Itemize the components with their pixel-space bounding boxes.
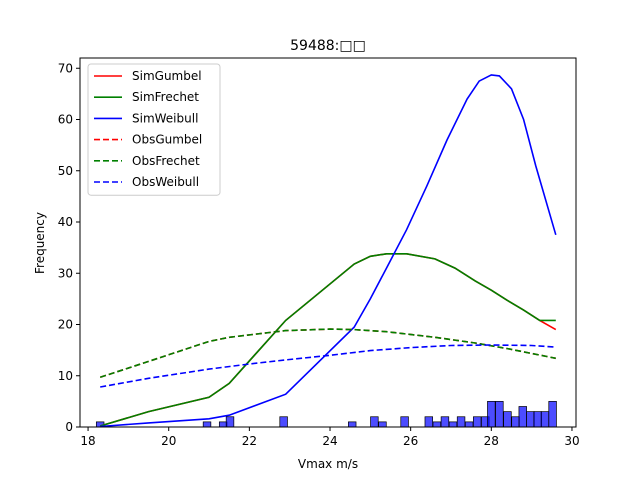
- axes-frame: [79, 57, 577, 428]
- histogram-bar-9: [424, 416, 433, 428]
- legend-label-obsweibull: ObsWeibull: [132, 175, 199, 189]
- x-tick-label-4: 26: [403, 434, 418, 448]
- y-tick-label-6: 60: [58, 113, 73, 127]
- x-tick-label-6: 30: [564, 434, 579, 448]
- histogram-bar-5: [348, 421, 357, 428]
- histogram-bar-10: [432, 421, 442, 428]
- y-tick-label-7: 70: [58, 61, 73, 75]
- histogram-bar-4: [279, 416, 288, 428]
- series-line-obsweibull: [100, 344, 556, 388]
- x-tick-label-2: 22: [242, 434, 257, 448]
- histogram-bar-11: [440, 416, 450, 428]
- histogram-bar-20: [511, 416, 520, 428]
- legend: SimGumbel SimFrechet SimWeibull ObsGumbel Ob…: [87, 63, 221, 196]
- y-tick-label-4: 40: [58, 215, 73, 229]
- y-tick-label-2: 20: [58, 318, 73, 332]
- y-tick-label-1: 10: [58, 369, 73, 383]
- histogram-bar-15: [473, 416, 482, 428]
- x-tick-label-1: 20: [161, 434, 176, 448]
- histogram-bar-23: [533, 411, 542, 428]
- y-tick-label-5: 50: [58, 164, 73, 178]
- histogram-bar-1: [202, 421, 212, 428]
- chart-title: 59488:□□: [290, 38, 366, 54]
- legend-label-obsfrechet: ObsFrechet: [132, 154, 200, 168]
- histogram-bar-14: [464, 421, 474, 428]
- histogram-bar-22: [526, 411, 535, 428]
- y-tick-label-3: 30: [58, 266, 73, 280]
- x-tick-label-0: 18: [80, 434, 95, 448]
- series-line-obsfrechet: [99, 328, 556, 379]
- histogram-bar-12: [448, 421, 458, 428]
- series-line-simweibull: [100, 74, 557, 428]
- histogram-bar-3: [225, 416, 235, 428]
- legend-label-simgumbel: SimGumbel: [132, 69, 202, 83]
- histogram-bar-19: [503, 411, 512, 428]
- legend-label-simfrechet: SimFrechet: [132, 90, 199, 104]
- x-tick-label-5: 28: [484, 434, 499, 448]
- x-tick-label-3: 24: [322, 434, 337, 448]
- histogram-bar-8: [400, 416, 409, 428]
- histogram-bar-6: [370, 416, 379, 428]
- legend-label-simweibull: SimWeibull: [132, 111, 198, 125]
- histogram-bar-17: [487, 401, 496, 428]
- plot-area: 18 20 22 24 26 28 30 0 10 20 30 40 50 60 70: [58, 57, 580, 448]
- histogram-bar-21: [518, 406, 527, 428]
- y-axis-label: Frequency: [33, 212, 47, 274]
- series-line-simfrechet: [99, 253, 556, 427]
- legend-label-obsgumbel: ObsGumbel: [132, 133, 202, 147]
- x-axis-label: Vmax m/s: [298, 457, 358, 471]
- histogram-bar-13: [456, 416, 466, 428]
- histogram-bar-24: [540, 411, 550, 428]
- y-tick-label-0: 0: [65, 420, 73, 434]
- histogram-bar-7: [378, 421, 387, 428]
- histogram-bar-25: [548, 401, 557, 428]
- histogram-bar-18: [495, 401, 504, 428]
